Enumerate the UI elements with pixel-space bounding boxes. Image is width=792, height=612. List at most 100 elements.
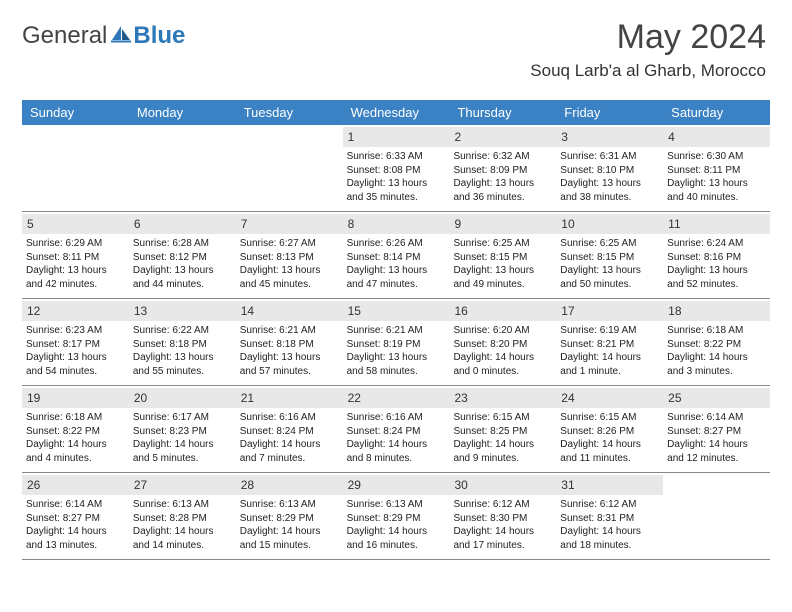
day-info-line: Sunrise: 6:15 AM [560,411,659,425]
day-info-line: Sunset: 8:31 PM [560,512,659,526]
day-info-line: Sunrise: 6:28 AM [133,237,232,251]
day-info-line: and 40 minutes. [667,191,766,205]
calendar-day-cell [22,125,129,211]
day-number: 16 [449,301,556,321]
day-info-line: Sunrise: 6:20 AM [453,324,552,338]
day-info-line: Sunset: 8:27 PM [667,425,766,439]
day-info-line: Daylight: 14 hours [347,525,446,539]
day-info-line: Sunrise: 6:21 AM [347,324,446,338]
day-info-line: Sunset: 8:16 PM [667,251,766,265]
day-info-line: Sunrise: 6:29 AM [26,237,125,251]
calendar-day-cell: 20Sunrise: 6:17 AMSunset: 8:23 PMDayligh… [129,386,236,472]
day-info-line: and 14 minutes. [133,539,232,553]
calendar-day-cell: 31Sunrise: 6:12 AMSunset: 8:31 PMDayligh… [556,473,663,559]
calendar-day-cell: 22Sunrise: 6:16 AMSunset: 8:24 PMDayligh… [343,386,450,472]
day-number: 26 [22,475,129,495]
calendar-day-cell: 21Sunrise: 6:16 AMSunset: 8:24 PMDayligh… [236,386,343,472]
day-info-line: and 4 minutes. [26,452,125,466]
day-info-line: and 15 minutes. [240,539,339,553]
brand-logo: General Blue [22,22,185,50]
day-info-line: and 7 minutes. [240,452,339,466]
day-number [236,127,343,147]
day-info-line: Sunrise: 6:26 AM [347,237,446,251]
day-number [663,475,770,495]
calendar-day-cell: 27Sunrise: 6:13 AMSunset: 8:28 PMDayligh… [129,473,236,559]
day-info-line: Sunset: 8:13 PM [240,251,339,265]
day-info-line: Sunrise: 6:24 AM [667,237,766,251]
weekday-header: Saturday [663,100,770,125]
day-number: 23 [449,388,556,408]
day-info-line: Daylight: 14 hours [667,351,766,365]
day-info-line: Daylight: 14 hours [453,438,552,452]
day-number [22,127,129,147]
day-info-line: Daylight: 14 hours [240,438,339,452]
day-number: 28 [236,475,343,495]
logo-text-general: General [22,22,107,50]
day-info-line: and 36 minutes. [453,191,552,205]
day-info-line: Daylight: 14 hours [560,351,659,365]
day-info-line: Sunrise: 6:13 AM [347,498,446,512]
day-info-line: Daylight: 13 hours [667,264,766,278]
calendar-day-cell: 7Sunrise: 6:27 AMSunset: 8:13 PMDaylight… [236,212,343,298]
day-number: 20 [129,388,236,408]
day-info-line: Sunrise: 6:30 AM [667,150,766,164]
day-info-line: and 12 minutes. [667,452,766,466]
day-info-line: Sunrise: 6:17 AM [133,411,232,425]
calendar-day-cell [129,125,236,211]
day-number: 1 [343,127,450,147]
weekday-header-row: SundayMondayTuesdayWednesdayThursdayFrid… [22,100,770,125]
day-number [129,127,236,147]
day-info-line: Daylight: 13 hours [347,264,446,278]
day-info-line: and 1 minute. [560,365,659,379]
calendar-day-cell: 12Sunrise: 6:23 AMSunset: 8:17 PMDayligh… [22,299,129,385]
day-number: 13 [129,301,236,321]
day-info-line: Daylight: 13 hours [133,264,232,278]
day-info-line: Sunset: 8:15 PM [453,251,552,265]
calendar-day-cell: 3Sunrise: 6:31 AMSunset: 8:10 PMDaylight… [556,125,663,211]
day-info-line: and 57 minutes. [240,365,339,379]
day-info-line: and 47 minutes. [347,278,446,292]
day-info-line: Daylight: 13 hours [26,351,125,365]
day-info-line: Sunset: 8:08 PM [347,164,446,178]
day-info-line: and 58 minutes. [347,365,446,379]
day-info-line: Daylight: 13 hours [240,264,339,278]
day-info-line: Sunrise: 6:27 AM [240,237,339,251]
day-info-line: Sunrise: 6:12 AM [560,498,659,512]
day-info-line: and 3 minutes. [667,365,766,379]
calendar-day-cell: 10Sunrise: 6:25 AMSunset: 8:15 PMDayligh… [556,212,663,298]
day-info-line: Daylight: 13 hours [26,264,125,278]
day-info-line: Sunset: 8:20 PM [453,338,552,352]
weekday-header: Monday [129,100,236,125]
day-info-line: Daylight: 14 hours [560,438,659,452]
day-info-line: Sunrise: 6:25 AM [560,237,659,251]
day-info-line: and 17 minutes. [453,539,552,553]
calendar-day-cell: 4Sunrise: 6:30 AMSunset: 8:11 PMDaylight… [663,125,770,211]
day-info-line: Sunset: 8:12 PM [133,251,232,265]
weekday-header: Friday [556,100,663,125]
day-info-line: and 16 minutes. [347,539,446,553]
location-label: Souq Larb'a al Gharb, Morocco [530,61,766,81]
day-number: 15 [343,301,450,321]
day-info-line: and 5 minutes. [133,452,232,466]
day-info-line: Daylight: 14 hours [133,525,232,539]
day-info-line: and 50 minutes. [560,278,659,292]
day-info-line: Sunset: 8:29 PM [347,512,446,526]
day-number: 25 [663,388,770,408]
day-info-line: and 0 minutes. [453,365,552,379]
day-info-line: and 49 minutes. [453,278,552,292]
day-info-line: and 55 minutes. [133,365,232,379]
weekday-header: Wednesday [343,100,450,125]
day-info-line: Sunset: 8:26 PM [560,425,659,439]
day-info-line: Sunset: 8:09 PM [453,164,552,178]
day-info-line: Sunrise: 6:18 AM [667,324,766,338]
day-info-line: Sunrise: 6:21 AM [240,324,339,338]
day-info-line: Sunrise: 6:22 AM [133,324,232,338]
day-info-line: Daylight: 14 hours [133,438,232,452]
day-number: 12 [22,301,129,321]
day-info-line: Sunset: 8:29 PM [240,512,339,526]
day-info-line: Sunrise: 6:14 AM [667,411,766,425]
day-info-line: Daylight: 14 hours [347,438,446,452]
calendar-day-cell: 16 Sunrise: 6:20 AMSunset: 8:20 PMDayligh… [449,299,556,385]
day-number: 21 [236,388,343,408]
day-info-line: Daylight: 14 hours [453,351,552,365]
